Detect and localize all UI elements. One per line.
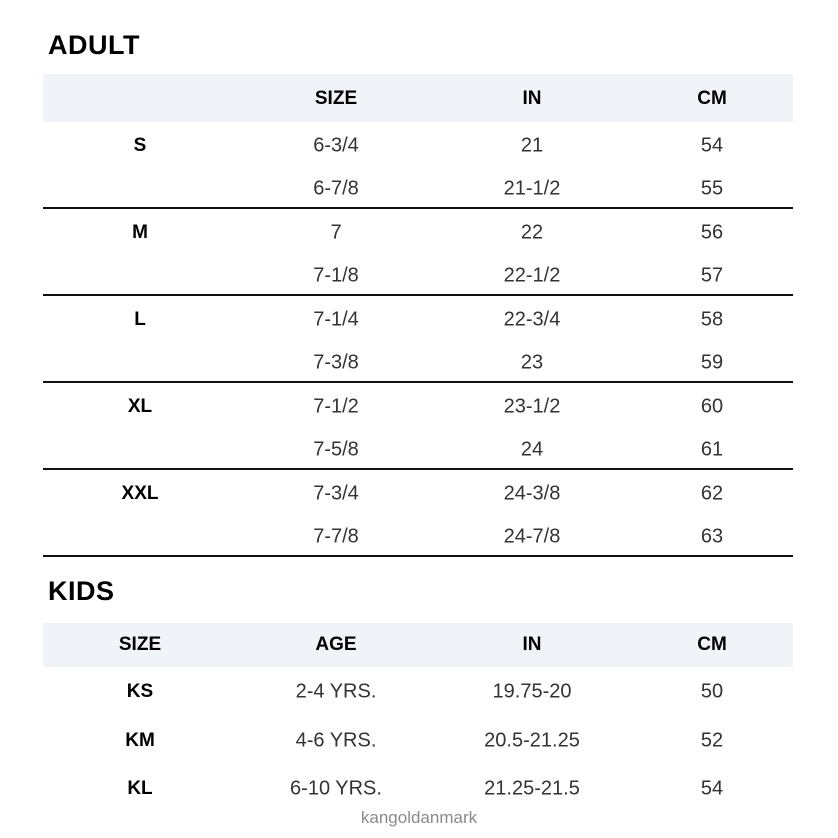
table-cell: 4-6 YRS. [295,729,377,751]
table-cell: 59 [700,351,724,374]
table-cell: 52 [700,729,724,751]
group-divider [43,294,793,296]
table-cell: 22 [520,221,544,244]
size-label: KS [126,681,154,702]
table-cell: 23 [520,351,544,374]
table-cell: 24-3/8 [503,482,561,505]
column-header: SIZE [314,88,358,109]
group-divider [43,207,793,209]
table-cell: 7-3/8 [313,351,359,374]
table-cell: 24 [520,438,544,461]
column-header: IN [522,88,542,109]
group-divider [43,555,793,557]
column-header: CM [697,634,727,655]
table-cell: 24-7/8 [503,525,561,548]
table-cell: 2-4 YRS. [295,680,377,703]
table-cell: 7-1/4 [313,308,359,331]
size-label: XXL [121,483,159,504]
table-cell: 61 [700,438,724,461]
table-cell: 63 [700,525,724,548]
size-label: M [132,222,148,243]
table-cell: 7-7/8 [313,525,359,548]
adult-title: ADULT [48,30,140,60]
table-cell: 22-3/4 [503,308,561,331]
table-cell: 7-1/8 [313,264,359,287]
adult-header-row [43,74,793,122]
table-cell: 62 [700,482,724,505]
table-cell: 7 [330,221,342,244]
table-cell: 20.5-21.25 [484,729,580,751]
table-cell: 19.75-20 [492,680,572,703]
column-header: CM [697,88,727,109]
size-label: KM [125,729,155,751]
column-header: AGE [315,634,357,655]
table-cell: 56 [700,221,724,244]
table-cell: 22-1/2 [503,264,561,287]
table-cell: 6-10 YRS. [290,777,382,800]
table-cell: 6-7/8 [313,177,359,200]
column-header: IN [522,634,542,655]
table-cell: 54 [700,777,724,800]
table-cell: 7-5/8 [313,438,359,461]
size-label: KL [127,778,153,799]
size-label: L [134,309,146,330]
column-header: SIZE [118,634,162,655]
table-cell: 7-1/2 [313,395,359,418]
kids-header-row [43,623,793,667]
table-cell: 23-1/2 [503,395,561,418]
table-cell: 50 [700,680,724,703]
table-cell: 55 [700,177,724,200]
size-label: S [133,135,147,156]
table-cell: 60 [700,395,724,418]
table-cell: 21 [520,134,544,157]
table-cell: 58 [700,308,724,331]
table-cell: 6-3/4 [313,134,359,157]
table-cell: 7-3/4 [313,482,359,505]
group-divider [43,381,793,383]
size-label: XL [127,396,153,417]
group-divider [43,468,793,470]
table-cell: 21-1/2 [503,177,561,200]
kids-title: KIDS [48,576,115,606]
table-cell: 21.25-21.5 [484,777,580,800]
table-cell: 57 [700,264,724,287]
table-cell: 54 [700,134,724,157]
watermark: kangoldanmark [360,808,478,827]
